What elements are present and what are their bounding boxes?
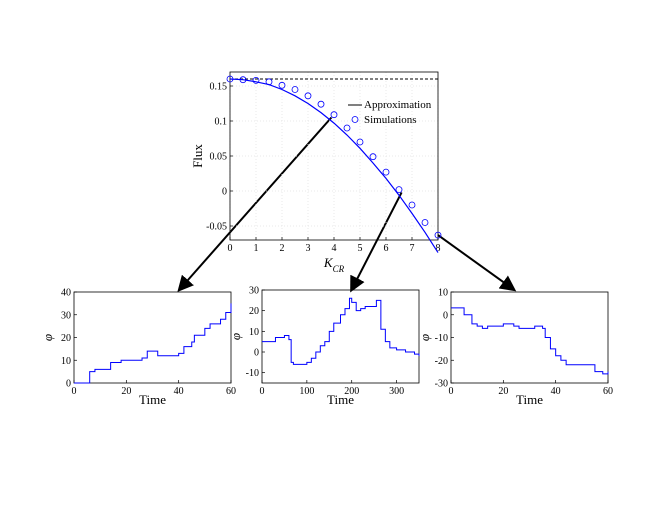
y-tick-label: -10 — [246, 368, 259, 379]
arrow-to-middle-panel — [350, 191, 403, 293]
x-tick-label: 5 — [358, 243, 363, 254]
simulation-point — [226, 75, 234, 83]
legend-approximation-label: Approximation — [364, 99, 432, 111]
y-tick-label: 40 — [61, 288, 71, 299]
simulation-point — [291, 86, 299, 93]
x-tick-label: 4 — [332, 243, 337, 254]
y-axis-label: φ — [40, 334, 55, 341]
x-tick-label: 3 — [306, 243, 311, 254]
x-axis-label-subscript: CR — [333, 264, 345, 274]
y-tick-label: 0.15 — [210, 82, 228, 93]
y-tick-label: -30 — [435, 379, 448, 390]
y-tick-label: 0 — [443, 310, 448, 321]
simulation-point — [317, 100, 325, 108]
simulation-point — [421, 219, 429, 226]
y-tick-label: 20 — [61, 333, 71, 344]
simulation-point — [369, 153, 377, 161]
phi-trajectory-line — [262, 297, 420, 365]
simulation-point — [434, 231, 442, 239]
x-tick-label: 300 — [389, 386, 404, 397]
y-tick-label: 0 — [66, 379, 71, 390]
plot-frame — [450, 291, 609, 384]
y-tick-label: 0.05 — [210, 152, 228, 163]
simulation-point — [278, 81, 286, 89]
simulation-point — [330, 111, 338, 119]
simulation-point — [239, 76, 247, 84]
plot-frame — [261, 289, 420, 384]
simulation-point — [265, 78, 273, 86]
simulation-point — [356, 138, 364, 146]
simulation-point — [252, 77, 260, 84]
simulation-point — [382, 168, 390, 176]
y-tick-label: 0.1 — [215, 117, 228, 128]
simulation-point — [395, 186, 403, 194]
y-tick-label: 10 — [249, 327, 259, 338]
x-axis-label: KCR — [323, 255, 345, 274]
legend-simulations-label: Simulations — [364, 114, 417, 126]
x-axis-label: Time — [139, 392, 166, 407]
arrow-to-left-panel — [177, 116, 333, 292]
y-tick-label: 30 — [61, 310, 71, 321]
phi-trajectory-line — [451, 307, 609, 375]
y-axis-label: Flux — [190, 144, 205, 168]
arrow-to-right-panel — [437, 234, 517, 292]
y-tick-label: -0.05 — [206, 222, 227, 233]
x-tick-label: 8 — [436, 243, 441, 254]
y-tick-label: 20 — [249, 306, 259, 317]
y-axis-label: φ — [417, 334, 432, 341]
y-tick-label: 30 — [249, 286, 259, 297]
x-axis-label: Time — [516, 392, 543, 407]
x-tick-label: 20 — [498, 386, 508, 397]
x-tick-label: 40 — [551, 386, 561, 397]
x-tick-label: 60 — [226, 386, 236, 397]
y-tick-label: 10 — [438, 288, 448, 299]
x-tick-label: 40 — [174, 386, 184, 397]
x-tick-label: 1 — [254, 243, 259, 254]
simulation-point — [304, 92, 312, 100]
y-tick-label: 0 — [222, 187, 227, 198]
y-tick-label: -10 — [435, 333, 448, 344]
simulation-point — [343, 124, 351, 132]
y-tick-label: -20 — [435, 356, 448, 367]
x-tick-label: 0 — [72, 386, 77, 397]
x-tick-label: 200 — [344, 386, 359, 397]
x-tick-label: 20 — [121, 386, 131, 397]
x-tick-label: 0 — [228, 243, 233, 254]
y-tick-label: 10 — [61, 356, 71, 367]
x-tick-label: 100 — [299, 386, 314, 397]
y-axis-label: φ — [228, 333, 243, 340]
x-tick-label: 6 — [384, 243, 389, 254]
right-phi-chart: 0 20 40 60 -30 -20 -10 0 10 Time φ — [417, 288, 613, 408]
x-tick-label: 60 — [603, 386, 613, 397]
x-tick-label: 2 — [280, 243, 285, 254]
x-tick-label: 7 — [410, 243, 415, 254]
phi-trajectory-line — [74, 303, 232, 384]
approximation-curve — [229, 78, 439, 253]
x-tick-label: 0 — [449, 386, 454, 397]
arrows-layer — [177, 116, 517, 293]
x-tick-label: 0 — [260, 386, 265, 397]
left-phi-chart: 0 20 40 60 0 10 20 30 40 Time φ — [40, 288, 236, 408]
y-tick-label: 0 — [254, 348, 259, 359]
x-axis-label: Time — [327, 392, 354, 407]
legend-simulations-swatch — [351, 116, 359, 123]
main-flux-chart: 0 1 2 3 4 5 6 7 8-0.0500.050.10.15KCRFluxApproxi… — [190, 71, 442, 274]
simulation-point — [408, 201, 416, 209]
